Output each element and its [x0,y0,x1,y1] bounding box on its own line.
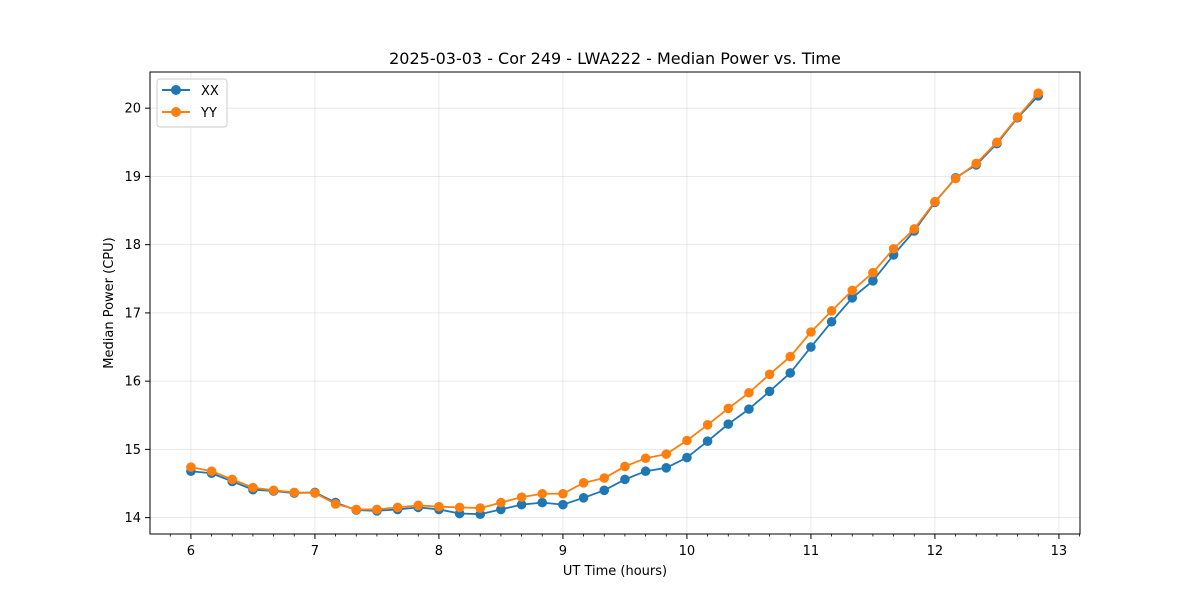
x-tick-label: 6 [187,544,195,559]
data-point-yy [682,435,692,446]
x-tick-label: 10 [679,544,696,559]
data-point-xx [558,499,568,510]
data-point-yy [971,158,982,169]
data-point-xx [826,316,837,327]
data-point-xx [723,419,734,429]
x-axis-label: UT Time (hours) [563,564,667,579]
data-point-yy [454,502,465,513]
data-point-yy [330,499,341,509]
data-point-yy [248,482,258,493]
y-tick-label: 15 [124,443,141,458]
data-point-yy [1012,112,1023,122]
x-tick-label: 7 [311,544,319,559]
data-point-yy [702,420,713,430]
data-point-yy [806,327,816,337]
data-point-yy [289,487,300,498]
series-layer [186,88,1044,520]
data-point-yy [640,453,651,464]
data-point-xx [578,493,589,503]
y-tick-label: 16 [124,375,141,390]
data-point-yy [351,504,362,515]
data-point-yy [950,173,961,184]
data-point-yy [268,485,279,496]
legend-marker-yy [171,107,181,117]
data-point-yy [1033,88,1044,98]
data-point-yy [496,497,506,508]
data-point-yy [661,449,672,459]
grid [150,72,1080,534]
data-point-yy [620,461,630,472]
data-point-yy [888,243,899,254]
data-point-xx [682,452,692,463]
legend-marker-xx [171,85,181,95]
data-point-xx [496,504,506,515]
data-point-yy [847,285,858,296]
data-point-xx [537,497,548,508]
data-point-xx [640,466,651,477]
x-tick-label: 12 [927,544,944,559]
x-axis: 6 7 8 9 10 11 12 13 [169,534,1080,559]
y-tick-label: 18 [124,238,141,253]
data-point-yy [372,504,382,515]
chart-title: 2025-03-03 - Cor 249 - LWA222 - Median P… [389,49,841,68]
data-point-yy [826,306,837,316]
legend-label-xx: XX [201,84,219,99]
data-point-yy [537,488,548,499]
data-point-yy [723,403,734,414]
data-point-yy [186,462,196,472]
data-point-yy [434,501,444,512]
y-tick-label: 19 [124,170,141,185]
y-tick-label: 20 [124,102,141,117]
data-point-yy [930,196,940,207]
data-point-xx [702,436,713,446]
x-tick-label: 9 [559,544,567,559]
data-point-xx [620,474,630,485]
data-point-yy [992,137,1002,148]
data-point-xx [785,368,796,378]
data-point-yy [413,500,424,511]
x-tick-label: 13 [1051,544,1068,559]
series-yy [186,88,1044,515]
data-point-yy [868,267,878,278]
data-point-yy [599,473,610,483]
data-point-yy [475,503,486,513]
data-point-yy [206,466,217,477]
data-point-yy [764,369,775,380]
data-point-xx [847,293,858,303]
data-point-xx [764,386,775,397]
data-point-yy [744,387,754,398]
y-axis-label: Median Power (CPU) [102,237,117,368]
legend: XX YY [156,78,228,128]
plot-frame [149,71,1081,535]
data-point-yy [516,492,527,502]
y-tick-label: 14 [124,511,141,526]
data-point-xx [868,276,878,286]
data-point-yy [578,478,589,488]
series-line-yy [190,92,1039,511]
data-point-yy [310,488,320,498]
data-point-xx [806,342,816,352]
data-point-xx [599,485,610,496]
data-point-yy [558,488,568,499]
data-point-yy [785,351,796,362]
y-tick-label: 17 [124,306,141,321]
series-line-xx [190,95,1039,516]
data-point-xx [744,404,754,414]
data-point-yy [392,502,403,513]
legend-label-yy: YY [200,106,217,121]
x-tick-label: 8 [435,544,443,559]
data-point-yy [909,224,920,234]
y-axis: 14 15 16 17 18 19 20 [124,102,150,526]
data-point-yy [227,474,238,485]
data-point-xx [661,463,672,473]
data-point-xx [516,499,527,510]
x-tick-label: 11 [803,544,820,559]
